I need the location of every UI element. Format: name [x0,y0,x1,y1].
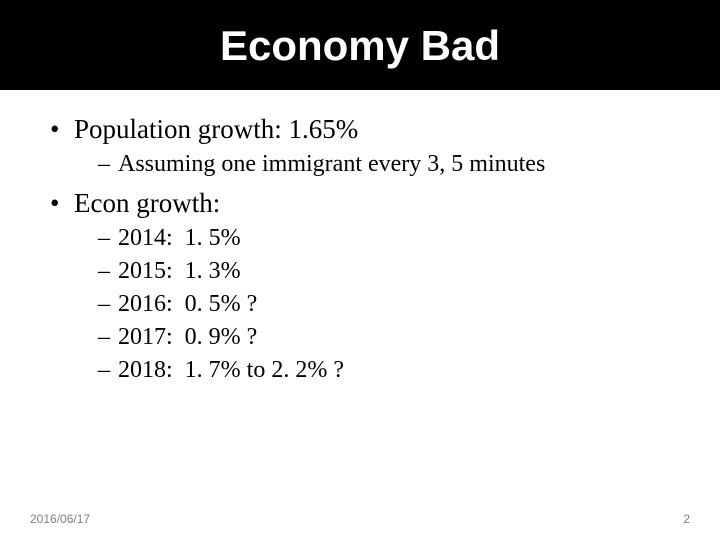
econ-row: –2014: 1. 5% [40,225,680,252]
bullet-population: •Population growth: 1.65% [40,114,680,145]
econ-value: 0. 9% ? [185,324,258,350]
econ-row: –2015: 1. 3% [40,258,680,285]
dash-marker: – [98,151,118,178]
footer-page-number: 2 [683,512,690,526]
dash-marker: – [98,225,118,252]
content-area: •Population growth: 1.65% –Assuming one … [0,90,720,384]
footer: 2016/06/17 2 [0,512,720,526]
bullet-marker: • [50,114,74,145]
econ-value: 1. 3% [185,258,241,284]
econ-year: 2016: [118,291,173,317]
econ-year: 2015: [118,258,173,284]
dash-marker: – [98,324,118,351]
footer-date: 2016/06/17 [30,512,90,526]
econ-value: 1. 7% to 2. 2% ? [185,357,344,383]
dash-marker: – [98,357,118,384]
dash-marker: – [98,291,118,318]
population-sub-text: Assuming one immigrant every 3, 5 minute… [118,151,545,177]
slide-title: Economy Bad [220,22,500,69]
econ-growth-list: –2014: 1. 5% –2015: 1. 3% –2016: 0. 5% ?… [40,225,680,384]
econ-value: 1. 5% [185,225,241,251]
econ-year: 2014: [118,225,173,251]
econ-heading: Econ growth: [74,188,220,218]
bullet-econ: •Econ growth: [40,188,680,219]
econ-row: –2017: 0. 9% ? [40,324,680,351]
bullet-marker: • [50,188,74,219]
econ-row: –2016: 0. 5% ? [40,291,680,318]
econ-year: 2017: [118,324,173,350]
econ-value: 0. 5% ? [185,291,258,317]
econ-row: –2018: 1. 7% to 2. 2% ? [40,357,680,384]
dash-marker: – [98,258,118,285]
econ-year: 2018: [118,357,173,383]
title-bar: Economy Bad [0,0,720,90]
population-text: Population growth: 1.65% [74,114,358,144]
sub-population: –Assuming one immigrant every 3, 5 minut… [40,151,680,178]
